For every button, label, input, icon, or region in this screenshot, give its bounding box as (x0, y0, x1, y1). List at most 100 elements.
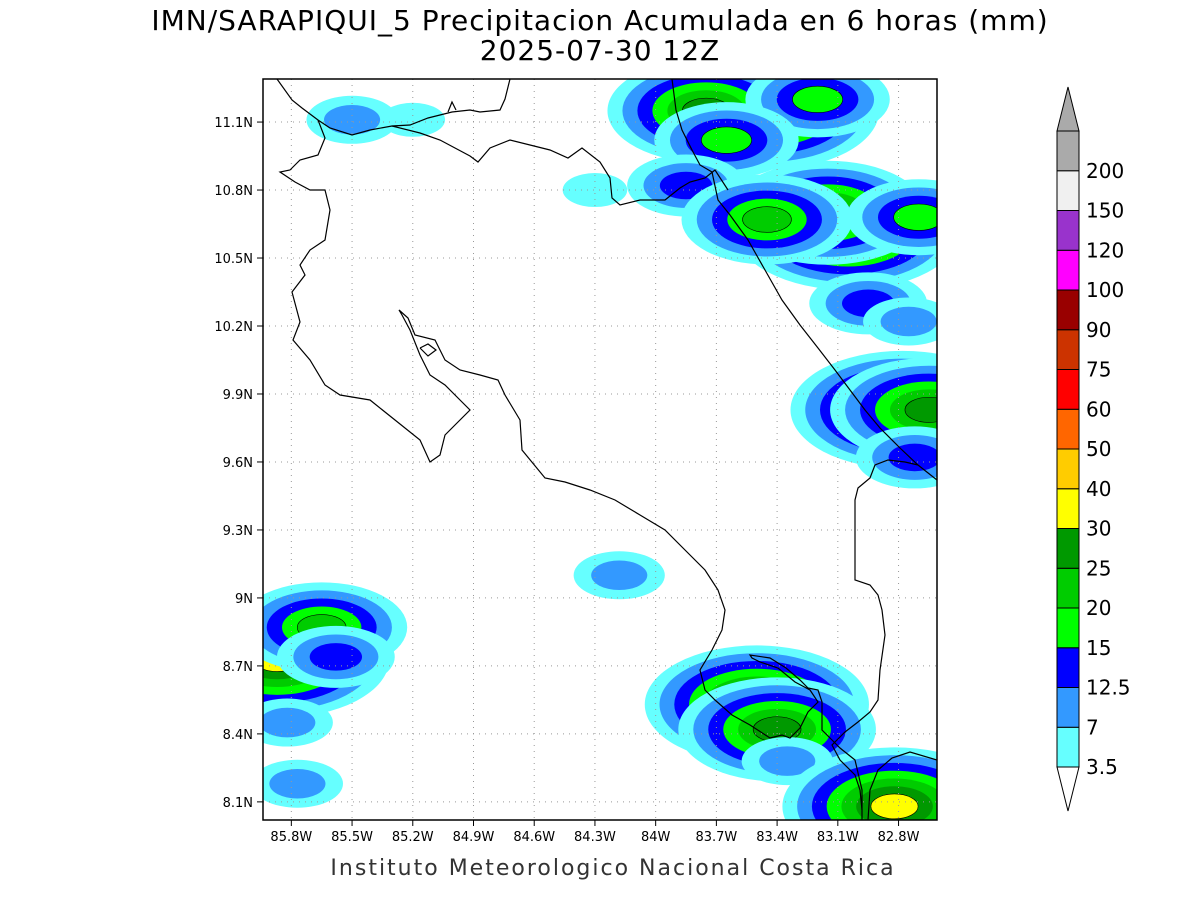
colorbar-swatch (1056, 488, 1080, 529)
rain-contour (701, 126, 752, 154)
rain-contour (380, 102, 446, 137)
panama-border (831, 459, 919, 811)
colorbar-swatch (1056, 130, 1080, 172)
colorbar-level-label: 150 (1086, 199, 1124, 223)
x-tick-label: 82.8W (878, 830, 920, 845)
y-tick-label: 8.4N (223, 728, 253, 743)
rain-cell (681, 174, 853, 265)
colorbar-swatch (1056, 567, 1080, 609)
rain-contour (742, 206, 792, 233)
lake-nicaragua-shore (276, 79, 511, 136)
gulf-island-outline (419, 343, 437, 357)
x-tick-label: 83.4W (756, 830, 798, 845)
y-tick-label: 9.3N (223, 524, 253, 539)
latitude-ticks: 11.1N 10.8N 10.5N 10.2N 9.9N 9.6N 9.3N 9N 8.7N 8.… (214, 116, 263, 811)
longitude-ticks: 85.8W 85.5W 85.2W 84.9W 84.6W 84.3W 84W 83.7W 83… (270, 820, 920, 845)
rain-cell (276, 625, 395, 688)
y-tick-label: 8.7N (223, 660, 253, 675)
map-title: IMN/SARAPIQUI_5 Precipitacion Acumulada … (151, 4, 1049, 37)
colorbar-swatch (1056, 726, 1080, 768)
rain-contour (792, 85, 843, 113)
pacific-coastline (278, 119, 863, 820)
colorbar-swatch (1056, 249, 1080, 291)
x-tick-label: 84.3W (574, 830, 616, 845)
y-tick-label: 11.1N (214, 116, 253, 131)
colorbar-level-label: 120 (1086, 238, 1124, 262)
rain-cell (306, 95, 398, 144)
colorbar-swatch (1056, 528, 1080, 569)
rain-contour (591, 560, 648, 591)
rain-cell (380, 102, 446, 137)
rain-cell (846, 179, 937, 256)
colorbar-swatch (1056, 687, 1080, 728)
coastlines-and-borders (276, 79, 937, 820)
island-outline (447, 100, 457, 113)
rain-cell (863, 297, 937, 346)
colorbar-level-label: 7 (1086, 715, 1099, 739)
x-tick-label: 85.8W (270, 830, 312, 845)
rain-contour (309, 643, 363, 671)
map-frame (262, 78, 938, 821)
colorbar-swatch (1056, 170, 1080, 211)
colorbar-swatch (1056, 289, 1080, 331)
colorbar-swatch (1056, 210, 1080, 251)
colorbar-level-label: 60 (1086, 397, 1111, 421)
colorbar-level-label: 25 (1086, 556, 1111, 580)
rain-contour (562, 173, 628, 208)
y-tick-label: 9.6N (223, 456, 253, 471)
rain-cell (263, 759, 343, 808)
colorbar-level-label: 12.5 (1086, 676, 1131, 700)
rain-cell (855, 426, 937, 489)
colorbar-swatch (1056, 408, 1080, 450)
colorbar-swatch (1056, 607, 1080, 649)
caribbean-coastline (711, 171, 937, 481)
rain-contour (263, 707, 316, 738)
colorbar-level-label: 90 (1086, 318, 1111, 342)
y-tick-label: 10.8N (214, 184, 253, 199)
x-tick-label: 85.5W (331, 830, 373, 845)
nicaragua-border (391, 125, 729, 206)
panama-coastline (867, 751, 937, 820)
rain-cell (562, 173, 628, 208)
colorbar-max-arrow (1056, 86, 1080, 132)
colorbar-level-label: 50 (1086, 437, 1111, 461)
x-tick-label: 85.2W (392, 830, 434, 845)
rain-cell (263, 698, 333, 747)
colorbar-min-arrow (1056, 766, 1080, 812)
credit-text: Instituto Meteorologico Nacional Costa R… (330, 856, 896, 881)
map-gridlines (263, 79, 937, 820)
rain-cell (573, 551, 665, 600)
rain-contour (888, 443, 937, 472)
y-tick-label: 10.5N (214, 252, 253, 267)
map-subtitle-date: 2025-07-30 12Z (479, 34, 721, 67)
colorbar-level-label: 200 (1086, 159, 1124, 183)
rain-cell (782, 747, 937, 820)
colorbar-level-label: 40 (1086, 477, 1111, 501)
rain-contour (904, 396, 937, 423)
nicaragua-caribbean-coast (671, 79, 713, 173)
rain-contour (323, 105, 381, 135)
x-tick-label: 84.6W (513, 830, 555, 845)
x-tick-label: 84W (641, 830, 671, 845)
x-tick-label: 83.1W (817, 830, 859, 845)
colorbar-level-label: 3.5 (1086, 755, 1118, 779)
colorbar-level-label: 15 (1086, 636, 1111, 660)
colorbar-swatch (1056, 369, 1080, 410)
y-tick-label: 9.9N (223, 388, 253, 403)
y-tick-label: 10.2N (214, 320, 253, 335)
x-tick-label: 84.9W (453, 830, 495, 845)
rain-contour (880, 306, 937, 337)
rain-cell (654, 102, 799, 179)
colorbar-swatch (1056, 647, 1080, 688)
rain-contour (870, 793, 919, 820)
rain-contour (269, 768, 326, 799)
colorbar-swatch (1056, 329, 1080, 370)
rain-contour (893, 203, 937, 231)
colorbar-swatch (1056, 448, 1080, 490)
rain-contour (759, 746, 816, 776)
precipitation-field (263, 79, 937, 820)
colorbar-level-label: 75 (1086, 358, 1111, 382)
colorbar-level-label: 30 (1086, 517, 1111, 541)
colorbar: 3.5 7 12.5 15 20 25 30 40 50 60 75 90 100 120 150 200 (1056, 86, 1131, 812)
